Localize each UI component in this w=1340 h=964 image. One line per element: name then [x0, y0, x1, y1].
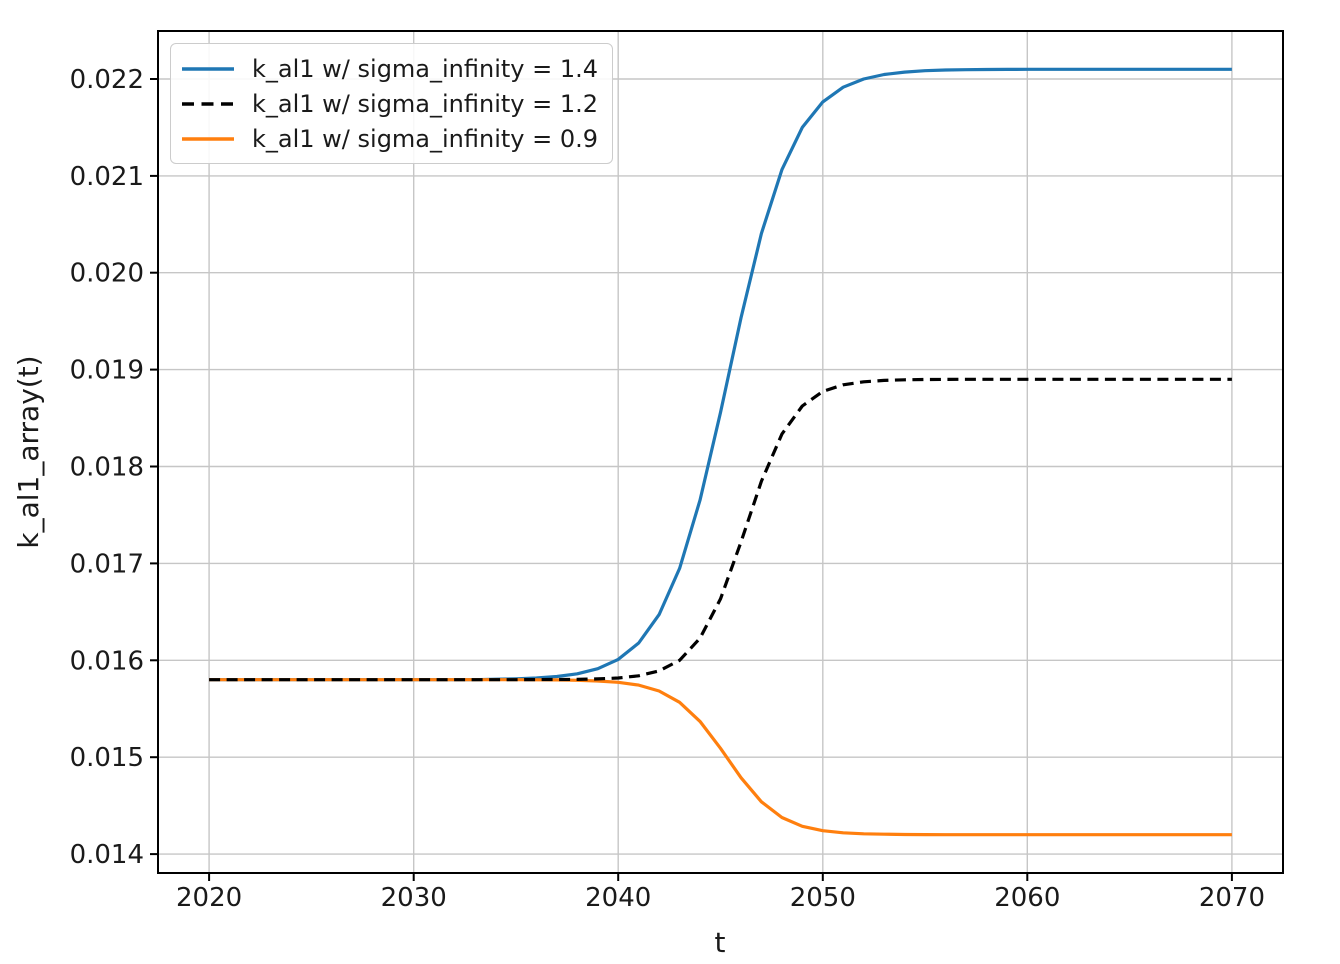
- legend-label: k_al1 w/ sigma_infinity = 0.9: [252, 124, 599, 153]
- y-tick-label: 0.021: [70, 162, 144, 192]
- x-tick-label: 2060: [994, 883, 1060, 913]
- series-line-1: [209, 377, 1232, 682]
- legend: k_al1 w/ sigma_infinity = 1.4 k_al1 w/ s…: [170, 43, 614, 164]
- y-tick-label: 0.019: [70, 356, 144, 386]
- tick-layer: [150, 78, 1233, 881]
- y-tick-label: 0.018: [70, 453, 144, 483]
- y-tick-label: 0.020: [70, 259, 144, 289]
- legend-line-solid-orange-icon: [182, 136, 234, 141]
- y-tick-label: 0.014: [70, 840, 144, 870]
- tick-label-layer: 2020 2030 2040 2050 2060 2070 0.014 0.015 0.016 0…: [70, 65, 1265, 913]
- x-tick-label: 2030: [381, 883, 447, 913]
- legend-label: k_al1 w/ sigma_infinity = 1.2: [252, 89, 599, 118]
- x-tick-label: 2020: [176, 883, 242, 913]
- legend-entry-sigma-0.9: k_al1 w/ sigma_infinity = 0.9: [181, 121, 598, 156]
- y-tick-label: 0.016: [70, 646, 144, 676]
- series-layer: [209, 67, 1232, 837]
- legend-label: k_al1 w/ sigma_infinity = 1.4: [252, 54, 599, 83]
- x-axis-label: t: [715, 926, 726, 959]
- y-tick-label: 0.022: [70, 65, 144, 95]
- legend-line-dashed-black-icon: [182, 101, 234, 106]
- y-tick-label: 0.017: [70, 549, 144, 579]
- series-line-2: [209, 678, 1232, 837]
- y-tick-label: 0.015: [70, 743, 144, 773]
- x-tick-label: 2050: [790, 883, 856, 913]
- legend-entry-sigma-1.2: k_al1 w/ sigma_infinity = 1.2: [181, 86, 598, 121]
- y-axis-label: k_al1_array(t): [12, 355, 45, 548]
- plot-border: [157, 30, 1284, 874]
- grid-layer: [158, 31, 1283, 873]
- legend-line-solid-blue-icon: [182, 66, 234, 71]
- x-tick-label: 2070: [1199, 883, 1265, 913]
- x-tick-label: 2040: [585, 883, 651, 913]
- legend-entry-sigma-1.4: k_al1 w/ sigma_infinity = 1.4: [181, 51, 598, 86]
